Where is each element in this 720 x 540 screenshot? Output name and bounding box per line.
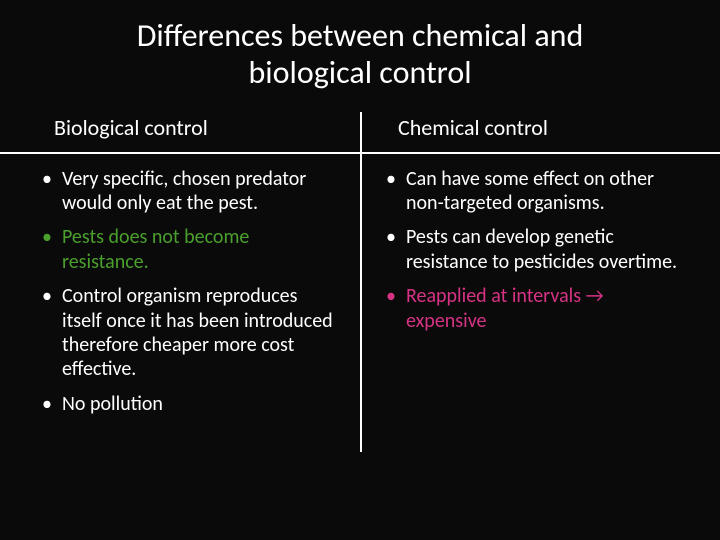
right-bullet-list: Can have some effect on other non-target… — [380, 167, 684, 333]
list-item: Can have some effect on other non-target… — [380, 167, 684, 216]
left-bullet-list: Very specific, chosen predator would onl… — [36, 167, 340, 417]
list-item: Control organism reproduces itself once … — [36, 284, 340, 382]
left-column-header: Biological control — [36, 114, 340, 141]
list-item: Reapplied at intervals → expensive — [380, 284, 684, 333]
list-item: Pests does not become resistance. — [36, 225, 340, 274]
vertical-divider — [360, 112, 362, 452]
list-item: No pollution — [36, 392, 340, 416]
slide: Differences between chemical and biologi… — [0, 0, 720, 540]
list-item: Pests can develop genetic resistance to … — [380, 225, 684, 274]
left-column: Biological control Very specific, chosen… — [30, 114, 360, 427]
slide-title: Differences between chemical and biologi… — [30, 18, 690, 92]
comparison-columns: Biological control Very specific, chosen… — [30, 114, 690, 427]
right-column-header: Chemical control — [380, 114, 684, 141]
right-column: Chemical control Can have some effect on… — [360, 114, 690, 427]
list-item: Very specific, chosen predator would onl… — [36, 167, 340, 216]
